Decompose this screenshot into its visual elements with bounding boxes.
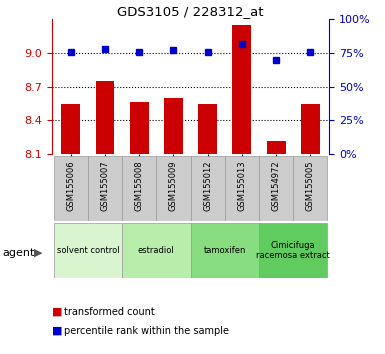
Text: tamoxifen: tamoxifen [204, 246, 246, 255]
Bar [130, 102, 149, 154]
Bar [88, 156, 122, 221]
Text: GSM155007: GSM155007 [100, 160, 109, 211]
Bar [233, 25, 251, 154]
Text: transformed count: transformed count [64, 307, 154, 316]
Bar [191, 223, 259, 278]
Bar [191, 156, 225, 221]
Text: ■: ■ [52, 326, 62, 336]
Text: estradiol: estradiol [138, 246, 175, 255]
Bar [259, 223, 328, 278]
Bar [54, 156, 88, 221]
Text: GSM155006: GSM155006 [66, 160, 75, 211]
Bar [301, 103, 320, 154]
Bar [95, 81, 114, 154]
Bar [259, 156, 293, 221]
Title: GDS3105 / 228312_at: GDS3105 / 228312_at [117, 5, 264, 18]
Text: percentile rank within the sample: percentile rank within the sample [64, 326, 229, 336]
Text: GSM155008: GSM155008 [135, 160, 144, 211]
Text: GSM154972: GSM154972 [272, 160, 281, 211]
Text: agent: agent [2, 248, 34, 258]
Text: GSM155012: GSM155012 [203, 160, 212, 211]
Bar [122, 156, 156, 221]
Bar [225, 156, 259, 221]
Bar [267, 141, 286, 154]
Text: ▶: ▶ [33, 248, 42, 258]
Text: GSM155005: GSM155005 [306, 160, 315, 211]
Text: ■: ■ [52, 307, 62, 316]
Text: solvent control: solvent control [57, 246, 119, 255]
Bar [164, 98, 183, 154]
Bar [198, 103, 217, 154]
Bar [61, 103, 80, 154]
Bar [156, 156, 191, 221]
Text: GSM155009: GSM155009 [169, 160, 178, 211]
Bar [122, 223, 191, 278]
Bar [54, 223, 122, 278]
Text: Cimicifuga
racemosa extract: Cimicifuga racemosa extract [256, 241, 330, 260]
Bar [293, 156, 328, 221]
Text: GSM155013: GSM155013 [238, 160, 246, 211]
